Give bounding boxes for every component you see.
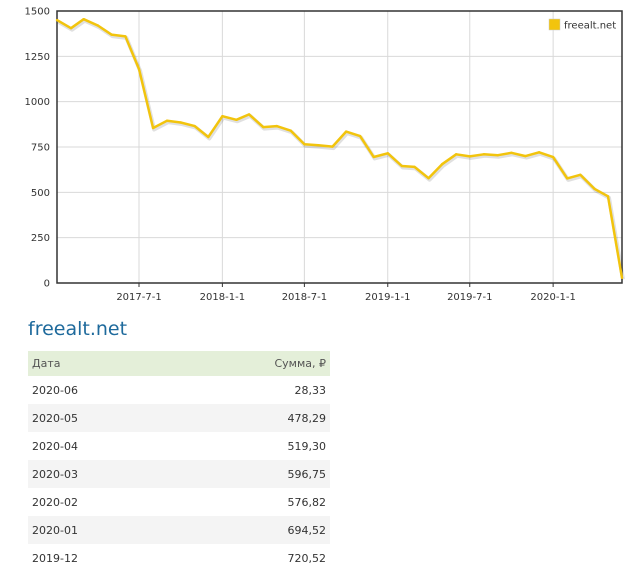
legend-label: freealt.net (564, 21, 616, 32)
data-point (82, 18, 85, 21)
x-tick-label: 2019-1-1 (365, 292, 410, 303)
table-row: 2019-12 720,52 (28, 544, 330, 572)
x-tick-label: 2017-7-1 (116, 292, 161, 303)
data-point (262, 125, 265, 129)
y-tick-label: 250 (31, 233, 50, 244)
data-point (151, 126, 155, 130)
data-point (55, 18, 59, 22)
data-point (96, 24, 100, 27)
row-date: 2019-12 (32, 551, 78, 565)
x-tick-label: 2018-1-1 (200, 292, 245, 303)
x-axis: 2017-7-1 2018-1-1 2018-7-1 2019-1-1 2019-7-1… (116, 283, 576, 303)
data-point (303, 143, 306, 146)
data-point (427, 177, 430, 180)
table-row: 2020-05 478,29 (28, 404, 330, 432)
data-point (482, 153, 485, 156)
row-sum: 694,52 (171, 516, 330, 544)
table-row: 2020-01 694,52 (28, 516, 330, 544)
data-point (331, 145, 334, 148)
row-date: 2020-05 (28, 404, 172, 432)
data-point (606, 195, 610, 198)
legend-swatch (548, 18, 561, 31)
data-point (372, 155, 375, 159)
data-point (593, 187, 596, 190)
x-tick-label: 2019-7-1 (447, 292, 492, 303)
row-date: 2020-04 (32, 439, 78, 453)
data-point (275, 124, 278, 128)
data-point (386, 152, 389, 155)
chart-series (55, 17, 625, 280)
table-row: 2020-06 28,33 (28, 376, 330, 404)
data-point (165, 119, 169, 122)
table-row: 2020-04 519,30 (28, 432, 330, 460)
series-shadow (56, 18, 625, 280)
data-point (496, 154, 500, 157)
data-point (247, 113, 251, 116)
data-point (207, 135, 210, 139)
row-date: 2020-02 (32, 495, 78, 509)
series-line (56, 17, 624, 279)
row-sum: 28,33 (294, 383, 327, 397)
column-header-sum: Сумма, ₽ (171, 351, 330, 376)
y-tick-label: 750 (31, 143, 50, 154)
column-header-date: Дата (28, 351, 172, 376)
y-tick-label: 500 (31, 188, 50, 199)
data-point (179, 121, 182, 124)
row-sum: 596,75 (171, 460, 330, 488)
data-point (400, 164, 403, 168)
data-point (620, 276, 624, 280)
chart-legend: freealt.net (548, 18, 616, 32)
data-point (566, 177, 569, 180)
row-sum: 720,52 (287, 551, 327, 565)
data-point (289, 129, 292, 132)
data-point (193, 124, 196, 128)
data-point (235, 118, 238, 122)
table-header-row: Дата Сумма, ₽ (28, 351, 330, 376)
data-point (468, 155, 471, 158)
table-row: 2020-02 576,82 (28, 488, 330, 516)
data-point (579, 173, 582, 176)
data-point (137, 67, 141, 71)
x-tick-label: 2020-1-1 (530, 292, 575, 303)
data-point (440, 163, 444, 166)
data-point (344, 130, 348, 133)
data-point (537, 151, 541, 154)
payments-table: Дата Сумма, ₽ 2020-06 28,33 2020-05 478,… (28, 351, 330, 572)
y-tick-label: 1250 (25, 52, 50, 63)
data-point (110, 33, 113, 36)
data-point (221, 115, 224, 118)
table-row: 2020-03 596,75 (28, 460, 330, 488)
chart-grid (57, 11, 622, 283)
data-point (551, 155, 555, 159)
y-tick-label: 1500 (25, 7, 50, 18)
row-date: 2020-06 (32, 383, 78, 397)
plot-frame (56, 10, 623, 284)
data-point (455, 153, 458, 156)
x-tick-label: 2018-7-1 (282, 292, 327, 303)
data-point (413, 165, 416, 169)
data-point (124, 35, 127, 38)
row-sum: 519,30 (287, 439, 327, 453)
data-point (524, 154, 527, 158)
y-tick-label: 1000 (25, 97, 50, 108)
y-axis: 1500 1250 1000 750 500 250 0 (25, 7, 50, 290)
data-point (510, 151, 513, 154)
row-sum: 576,82 (287, 495, 327, 509)
data-point (317, 144, 320, 147)
row-date: 2020-03 (28, 460, 172, 488)
row-sum: 478,29 (171, 404, 330, 432)
data-point (358, 134, 362, 138)
y-tick-label: 0 (44, 279, 50, 290)
data-point (69, 27, 73, 30)
row-date: 2020-01 (28, 516, 172, 544)
site-title: freealt.net (28, 318, 128, 340)
